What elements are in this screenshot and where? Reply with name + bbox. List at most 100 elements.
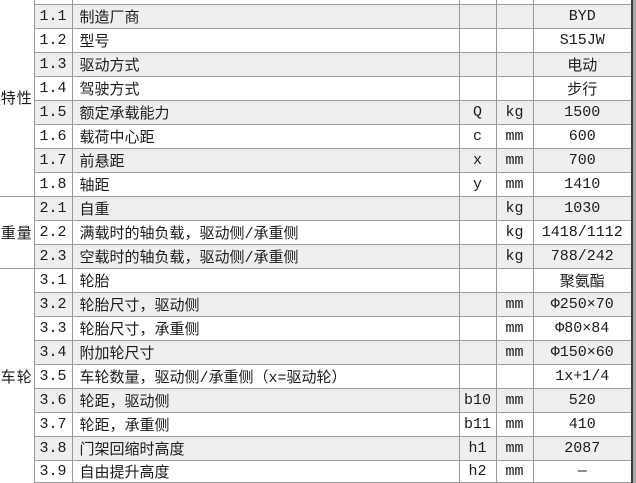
spec-name: 附加轮尺寸 bbox=[72, 340, 460, 365]
spec-symbol: c bbox=[459, 124, 497, 149]
spec-name: 满载时的轴负载，驱动侧/承重侧 bbox=[72, 220, 460, 245]
row-index: 1.8 bbox=[34, 172, 73, 197]
spec-name: 载荷中心距 bbox=[72, 124, 460, 149]
spec-unit: mm bbox=[496, 316, 534, 341]
spec-name: 轮胎尺寸，承重侧 bbox=[72, 316, 460, 341]
table-row: 3.4 附加轮尺寸 mm Φ150×60 bbox=[0, 340, 633, 365]
table-row: 重量 2.1 自重 kg 1030 bbox=[0, 196, 633, 269]
table-row: 3.5 车轮数量，驱动侧/承重侧（x=驱动轮） 1x+1/4 bbox=[0, 364, 633, 389]
table-row: 1.8 轴距 y mm 1410 bbox=[0, 172, 633, 197]
spec-unit: mm bbox=[496, 292, 534, 317]
spec-value: 700 bbox=[533, 148, 633, 173]
table-row: 3.8 门架回缩时高度 h1 mm 2087 bbox=[0, 436, 633, 461]
spec-value: 1500 bbox=[533, 100, 633, 125]
row-index: 1.2 bbox=[34, 28, 73, 53]
table-row: 3.2 轮胎尺寸，驱动侧 mm Φ250×70 bbox=[0, 292, 633, 317]
filler-cell bbox=[459, 0, 497, 5]
table-row: 车轮 3.1 轮胎 聚氨酯 bbox=[0, 268, 633, 483]
spec-symbol: Q bbox=[459, 100, 497, 125]
spec-symbol bbox=[459, 292, 497, 317]
spec-value: 1418/1112 bbox=[533, 220, 633, 245]
spec-unit: kg bbox=[496, 220, 534, 245]
spec-unit bbox=[496, 28, 534, 53]
spec-value: 1030 bbox=[533, 196, 633, 221]
spec-value: Φ80×84 bbox=[533, 316, 633, 341]
category-cell: 车轮 bbox=[0, 268, 35, 483]
spec-name: 自重 bbox=[72, 196, 460, 221]
spec-value: Φ250×70 bbox=[533, 292, 633, 317]
spec-value: — bbox=[533, 460, 633, 483]
spec-unit bbox=[496, 52, 534, 77]
filler-cell bbox=[533, 0, 633, 5]
row-index: 1.1 bbox=[34, 4, 73, 29]
spec-symbol bbox=[459, 4, 497, 29]
table-row: 2.2 满载时的轴负载，驱动侧/承重侧 kg 1418/1112 bbox=[0, 220, 633, 245]
table-row: 3.3 轮胎尺寸，承重侧 mm Φ80×84 bbox=[0, 316, 633, 341]
table-row: 1.1 制造厂商 BYD bbox=[0, 4, 633, 29]
category-label: 特性 bbox=[0, 91, 33, 109]
category-label: 车轮 bbox=[0, 370, 33, 387]
table-row: 3.6 轮距，驱动侧 b10 mm 520 bbox=[0, 388, 633, 413]
spec-symbol bbox=[459, 364, 497, 389]
spec-value: Φ150×60 bbox=[533, 340, 633, 365]
spec-symbol: h2 bbox=[459, 460, 497, 483]
spec-value: BYD bbox=[533, 4, 633, 29]
spec-value: 聚氨酯 bbox=[533, 268, 633, 293]
filler-cell bbox=[34, 0, 73, 5]
table-row: 2.3 空载时的轴负载，驱动侧/承重侧 kg 788/242 bbox=[0, 244, 633, 269]
spec-unit: kg bbox=[496, 100, 534, 125]
table-row: 1.4 驾驶方式 步行 bbox=[0, 76, 633, 101]
category-label: 重量 bbox=[0, 225, 33, 243]
row-index: 2.3 bbox=[34, 244, 73, 269]
spec-name: 驾驶方式 bbox=[72, 76, 460, 101]
spec-symbol: h1 bbox=[459, 436, 497, 461]
spec-symbol: b11 bbox=[459, 412, 497, 437]
spec-unit bbox=[496, 76, 534, 101]
spec-value: 520 bbox=[533, 388, 633, 413]
row-index: 1.6 bbox=[34, 124, 73, 149]
spec-symbol bbox=[459, 340, 497, 365]
filler-cell bbox=[72, 0, 460, 5]
table-row: 1.7 前悬距 x mm 700 bbox=[0, 148, 633, 173]
spec-value: 电动 bbox=[533, 52, 633, 77]
row-index: 3.3 bbox=[34, 316, 73, 341]
spec-name: 前悬距 bbox=[72, 148, 460, 173]
spec-symbol: b10 bbox=[459, 388, 497, 413]
spec-symbol bbox=[459, 76, 497, 101]
spec-value: 步行 bbox=[533, 76, 633, 101]
spec-unit: mm bbox=[496, 388, 534, 413]
table-row: 1.2 型号 S15JW bbox=[0, 28, 633, 53]
table-row: 1.6 载荷中心距 c mm 600 bbox=[0, 124, 633, 149]
spec-name: 自由提升高度 bbox=[72, 460, 460, 483]
spec-symbol bbox=[459, 316, 497, 341]
row-index: 2.2 bbox=[34, 220, 73, 245]
filler-row: 特性 bbox=[0, 0, 633, 197]
spec-name: 空载时的轴负载，驱动侧/承重侧 bbox=[72, 244, 460, 269]
category-cell: 重量 bbox=[0, 196, 35, 269]
row-index: 3.9 bbox=[34, 460, 73, 483]
table-row: 1.3 驱动方式 电动 bbox=[0, 52, 633, 77]
spec-value: 1x+1/4 bbox=[533, 364, 633, 389]
category-cell: 特性 bbox=[0, 0, 35, 197]
spec-name: 门架回缩时高度 bbox=[72, 436, 460, 461]
spec-symbol: y bbox=[459, 172, 497, 197]
spec-symbol bbox=[459, 268, 497, 293]
spec-name: 驱动方式 bbox=[72, 52, 460, 77]
table-row: 3.9 自由提升高度 h2 mm — bbox=[0, 460, 633, 483]
spec-unit: mm bbox=[496, 172, 534, 197]
spec-name: 制造厂商 bbox=[72, 4, 460, 29]
spec-value: 2087 bbox=[533, 436, 633, 461]
filler-cell bbox=[496, 0, 534, 5]
spec-unit: mm bbox=[496, 412, 534, 437]
spec-name: 轮距，驱动侧 bbox=[72, 388, 460, 413]
spec-unit: mm bbox=[496, 124, 534, 149]
spec-unit: kg bbox=[496, 196, 534, 221]
spec-unit bbox=[496, 268, 534, 293]
spec-value: 600 bbox=[533, 124, 633, 149]
spec-unit: mm bbox=[496, 340, 534, 365]
spec-value: 788/242 bbox=[533, 244, 633, 269]
row-index: 1.7 bbox=[34, 148, 73, 173]
